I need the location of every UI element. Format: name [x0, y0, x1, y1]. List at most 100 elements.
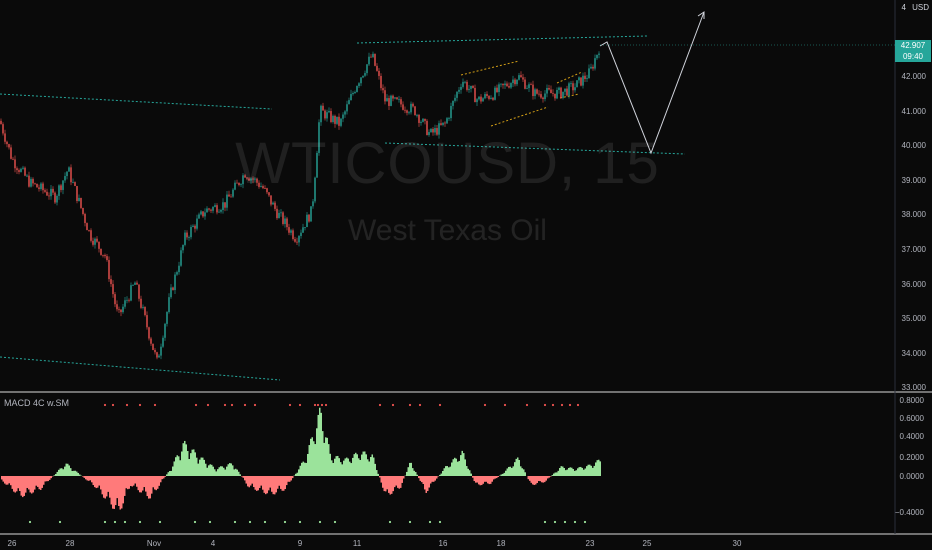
candle-body — [330, 111, 332, 123]
candle-body — [500, 83, 502, 85]
candle-body — [512, 79, 514, 84]
candle-body — [222, 202, 224, 211]
macd-bar — [316, 428, 318, 476]
signal-dot-sell — [243, 403, 247, 407]
macd-bar — [445, 466, 447, 476]
macd-bar — [572, 469, 574, 476]
macd-bar — [302, 461, 304, 476]
candle-body — [254, 178, 256, 180]
candle-body — [482, 98, 484, 102]
macd-bar — [580, 466, 582, 476]
candle-body — [366, 64, 368, 74]
macd-bar — [50, 476, 52, 479]
macd-bar — [5, 476, 7, 485]
macd-bar — [442, 471, 444, 476]
candle-body — [516, 79, 518, 85]
candle-body — [524, 79, 526, 89]
candle-body — [332, 115, 334, 123]
signal-dot-sell — [543, 403, 547, 407]
candle-body — [80, 197, 82, 208]
signal-dot-buy — [543, 520, 547, 524]
macd-bar — [394, 476, 396, 488]
macd-bar — [59, 468, 61, 476]
macd-bar — [304, 462, 306, 476]
candle-body — [154, 349, 156, 353]
macd-bar — [259, 476, 261, 488]
candle-body — [168, 297, 170, 313]
macd-bar — [523, 469, 525, 476]
macd-bar — [368, 461, 370, 476]
candle-body — [118, 309, 120, 311]
signal-dot-sell — [483, 403, 487, 407]
macd-bar — [154, 476, 156, 490]
time-tick: 11 — [352, 539, 362, 548]
candle-body — [96, 238, 98, 242]
candle-body — [234, 182, 236, 190]
macd-bar — [355, 452, 357, 476]
macd-bar — [203, 459, 205, 476]
macd-bar — [115, 476, 117, 506]
signal-dot-sell — [551, 403, 555, 407]
candle-body — [548, 87, 550, 90]
signal-dot-buy — [318, 520, 322, 524]
candle-body — [292, 230, 294, 240]
signal-dot-buy — [408, 520, 412, 524]
candle-body — [536, 89, 538, 94]
macd-bar — [562, 466, 564, 476]
candle-body — [528, 84, 530, 89]
candle-body — [346, 104, 348, 112]
macd-bar — [338, 458, 340, 476]
indicator-title[interactable]: MACD 4C w.SM — [4, 398, 70, 408]
candle-body — [192, 225, 194, 227]
candle-body — [48, 195, 50, 197]
macd-bar — [82, 476, 84, 477]
candle-body — [352, 93, 354, 95]
candle-body — [142, 306, 144, 308]
macd-bar — [197, 463, 199, 476]
macd-bar — [268, 476, 270, 491]
macd-bar — [133, 476, 135, 486]
candle-body — [272, 202, 274, 205]
macd-bar — [350, 463, 352, 476]
projection-path[interactable] — [599, 11, 705, 155]
candle-body — [432, 128, 434, 133]
candle-body — [100, 248, 102, 255]
candle-body — [224, 202, 226, 208]
macd-bar — [587, 464, 589, 476]
macd-bar — [190, 453, 192, 476]
candle-body — [568, 83, 570, 96]
macd-bar — [233, 469, 235, 476]
candle-body — [36, 183, 38, 188]
macd-bar — [56, 471, 58, 476]
macd-bar — [98, 476, 100, 486]
flag-patterns[interactable] — [460, 60, 583, 127]
signal-dot-buy — [388, 520, 392, 524]
macd-bar — [358, 458, 360, 476]
macd-bar — [17, 476, 19, 489]
currency-label[interactable]: USD — [912, 3, 929, 12]
candle-body — [196, 218, 198, 229]
macd-bar — [341, 464, 343, 476]
candle-body — [38, 187, 40, 189]
macd-bar — [269, 476, 271, 488]
macd-bar — [496, 476, 498, 479]
candle-body — [336, 116, 338, 124]
candle-body — [214, 205, 216, 207]
candle-body — [278, 212, 280, 219]
signal-dot-buy — [158, 520, 162, 524]
flag-2-bottom — [559, 93, 580, 99]
macd-bar — [149, 476, 151, 499]
candle-body — [134, 282, 136, 285]
macd-bar — [589, 464, 591, 476]
trendlines[interactable] — [0, 35, 686, 381]
macd-bar — [469, 470, 471, 476]
candle-body — [88, 230, 90, 231]
macd-bar — [524, 472, 526, 476]
macd-bar — [340, 462, 342, 476]
last-price-tag: 42.907 — [895, 40, 931, 51]
macd-bar — [454, 457, 456, 476]
candle-body — [262, 186, 264, 189]
candle-body — [496, 87, 498, 93]
candle-body — [316, 152, 318, 178]
